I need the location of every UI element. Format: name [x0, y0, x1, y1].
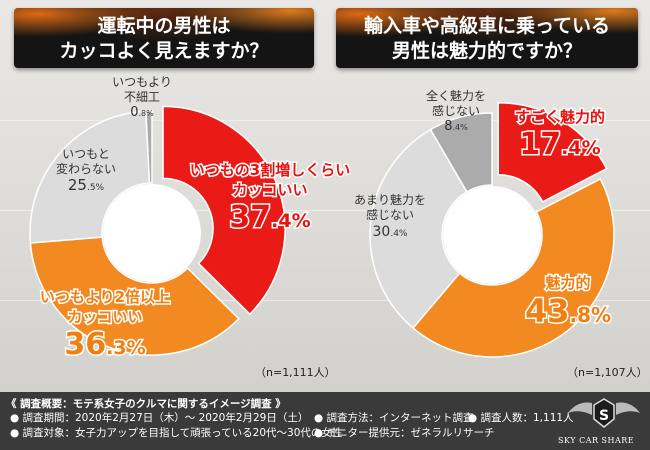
donut-slice [162, 105, 286, 316]
shield-icon [593, 398, 615, 428]
survey-overview: 《 調査概要：モテ系女子のクルマに関するイメージ調査 》 [6, 398, 286, 410]
slice-label: 全く魅力を [426, 88, 486, 103]
survey-method: ● 調査方法：インターネット調査 [314, 412, 474, 424]
survey-footer: 《 調査概要：モテ系女子のクルマに関するイメージ調査 》 ● 調査期間：2020… [0, 392, 650, 450]
slice-label: いつもの3割増しくらい [190, 161, 350, 179]
slice-label: 変わらない [56, 161, 116, 176]
slice-label: あまり魅力を [354, 192, 426, 207]
donut-slice [29, 236, 240, 356]
slice-label: 不細工 [124, 90, 160, 104]
survey-period: ● 調査期間：2020年2月27日（木）～ 2020年2月29日（土） [10, 412, 309, 424]
slice-label: 感じない [366, 207, 414, 222]
donut-slice [145, 110, 153, 184]
donut-slice [429, 112, 493, 193]
donut-hole [103, 184, 201, 282]
wing-right-icon [616, 402, 640, 415]
flame-decoration [336, 8, 638, 68]
right-title-line2: 男性は魅力的ですか？ [391, 40, 582, 62]
flame-decoration [14, 8, 314, 68]
survey-respondents: ● 調査人数：1,111人 [468, 412, 574, 424]
slice-value: 25.5% [68, 176, 105, 194]
survey-provider: ● モニター提供元：ゼネラルリサーチ [314, 427, 495, 439]
slice-value: 0.8% [130, 105, 154, 120]
right-sample-size: （n=1,107人） [567, 366, 648, 379]
left-title-line1: 運転中の男性は [97, 15, 231, 37]
slice-label: すごく魅力的 [515, 108, 605, 126]
slice-value: 30.4% [373, 224, 408, 240]
survey-target: ● 調査対象：女子力アップを目指して頑張っている20代～30代の女性 [10, 427, 343, 439]
left-donut-chart: いつもの3割増しくらいカッコいい37.4%いつもより2倍以上カッコいい36.3%… [29, 75, 352, 364]
left-title-line2: カッコよく見えますか？ [59, 40, 269, 62]
wood-grain [0, 300, 650, 301]
right-title-bar: 輸入車や高級車に乗っている 男性は魅力的ですか？ [336, 8, 638, 68]
wood-grain [0, 120, 650, 121]
slice-label: いつもと [62, 147, 110, 161]
charts-svg: いつもの3割増しくらいカッコいい37.4%いつもより2倍以上カッコいい36.3%… [29, 75, 648, 379]
slice-label: 魅力的 [545, 274, 590, 292]
slice-value: 17.4% [519, 127, 600, 162]
donut-slice [497, 101, 608, 203]
slice-label: いつもより2倍以上 [40, 288, 170, 306]
slice-value: 36.3% [64, 327, 145, 362]
sky-car-share-logo: S [568, 398, 640, 428]
slice-label: 感じない [432, 103, 480, 118]
left-sample-size: （n=1,111人） [255, 366, 336, 379]
donut-hole [443, 186, 541, 284]
logo-letter: S [599, 408, 609, 424]
slice-label: いつもより [112, 75, 172, 89]
left-title-bar: 運転中の男性は カッコよく見えますか？ [14, 8, 314, 68]
logo-text: SKY CAR SHARE [558, 436, 635, 445]
slice-label: カッコいい [232, 181, 307, 199]
right-title-line1: 輸入車や高級車に乗っている [363, 15, 611, 37]
wood-grain [0, 210, 650, 211]
donut-slice [412, 177, 615, 358]
donut-slice [29, 110, 151, 244]
slice-value: 43.8% [525, 292, 611, 330]
wing-left-icon [568, 402, 592, 415]
slice-value: 37.4% [229, 200, 310, 235]
donut-slice [369, 128, 468, 330]
slice-label: カッコいい [67, 308, 142, 326]
slice-value: 8.4% [444, 119, 468, 134]
right-donut-chart: すごく魅力的17.4%魅力的43.8%あまり魅力を感じない30.4%全く魅力を感… [354, 88, 615, 358]
